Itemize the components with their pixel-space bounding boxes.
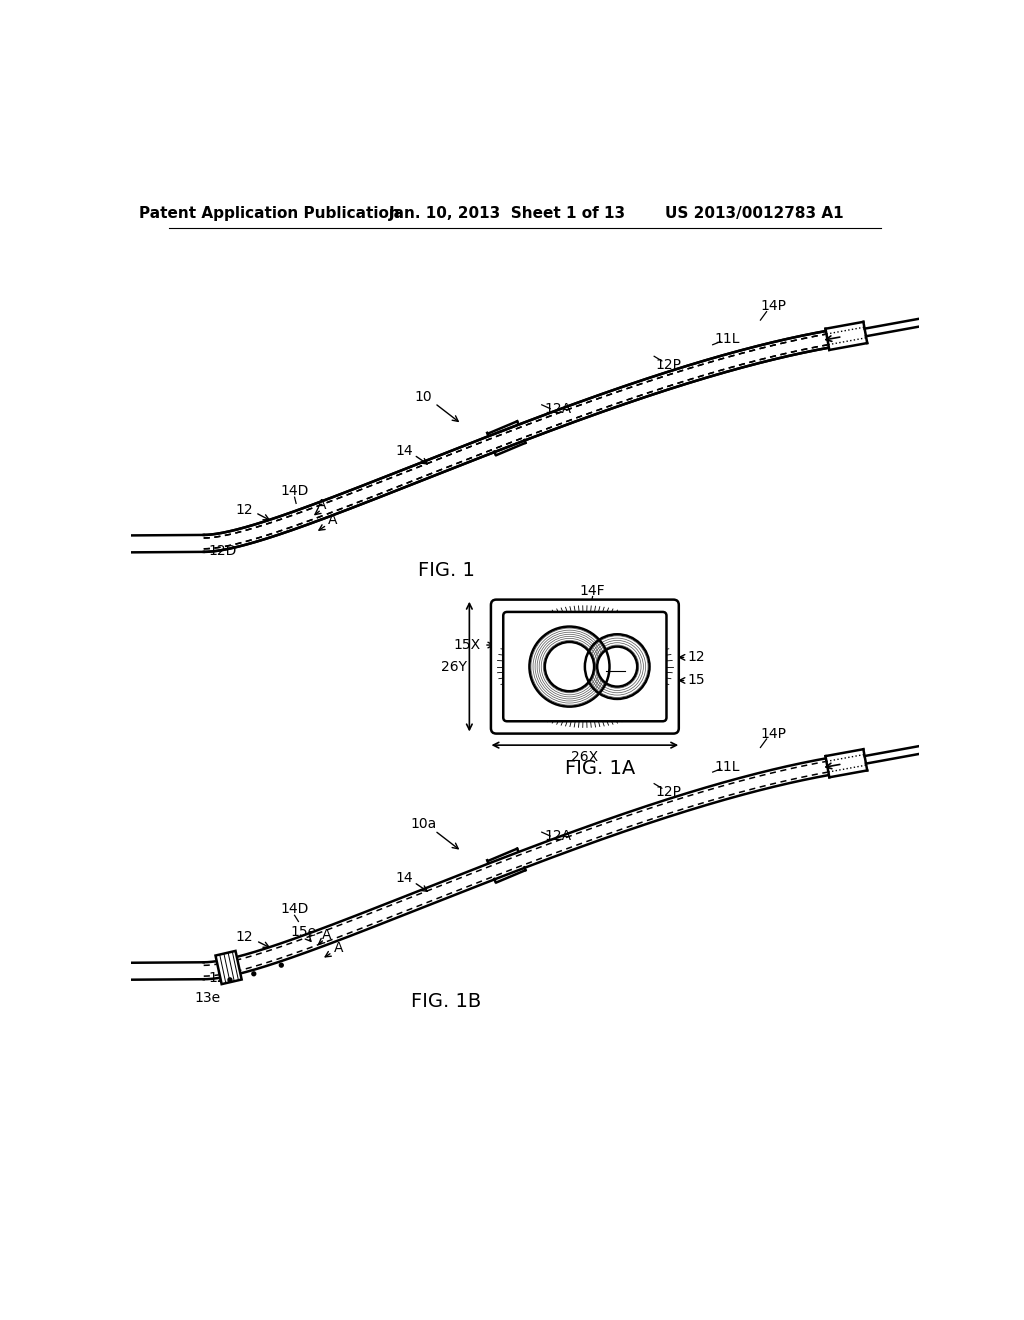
Text: 14P: 14P [761,300,786,313]
FancyBboxPatch shape [503,612,667,721]
Text: FIG. 1A: FIG. 1A [565,759,635,777]
Text: A: A [334,941,343,954]
Ellipse shape [931,743,936,752]
Circle shape [585,635,649,700]
Text: 10: 10 [415,391,432,404]
Text: A: A [316,498,327,512]
Text: Jan. 10, 2013  Sheet 1 of 13: Jan. 10, 2013 Sheet 1 of 13 [389,206,627,222]
Text: 14P: 14P [761,726,786,741]
Text: 12L: 12L [603,660,629,673]
Text: 15e: 15e [291,925,316,940]
Text: 12: 12 [236,929,253,944]
Text: 14D: 14D [281,484,309,498]
Ellipse shape [931,315,936,325]
Text: A: A [323,928,332,941]
Text: 14S: 14S [552,644,579,659]
Polygon shape [215,950,242,985]
Text: 14X: 14X [539,665,566,680]
Text: 26X: 26X [571,751,598,764]
Text: 15X: 15X [454,638,480,652]
Text: 10a: 10a [410,817,436,832]
Text: 11L: 11L [715,760,740,774]
Text: 12A: 12A [545,829,571,843]
Polygon shape [825,322,867,350]
Text: 14F: 14F [580,585,605,598]
Text: 12: 12 [236,503,253,516]
Ellipse shape [115,535,123,553]
Text: A: A [329,513,338,527]
Text: 12A: 12A [545,401,571,416]
Circle shape [252,972,256,975]
Circle shape [228,978,231,982]
Text: 12P: 12P [655,358,681,372]
Polygon shape [204,331,828,552]
Text: 14D: 14D [281,902,309,916]
Circle shape [597,647,637,686]
Text: FIG. 1: FIG. 1 [418,561,475,579]
Text: US 2013/0012783 A1: US 2013/0012783 A1 [665,206,844,222]
Circle shape [545,642,594,692]
Text: 13e: 13e [195,991,220,1005]
Text: 12P: 12P [655,785,681,799]
Polygon shape [204,759,828,979]
Text: 14T: 14T [558,665,584,680]
FancyBboxPatch shape [490,599,679,734]
Text: 15: 15 [688,673,706,688]
Text: 12D: 12D [209,972,238,986]
Circle shape [280,964,284,968]
Text: 14: 14 [395,444,413,458]
Text: 12: 12 [688,651,706,664]
Circle shape [529,627,609,706]
Polygon shape [825,750,867,777]
Text: 12D: 12D [209,544,238,558]
Text: 26Y: 26Y [441,660,467,673]
Text: 14: 14 [395,871,413,886]
Ellipse shape [115,962,123,981]
Text: FIG. 1B: FIG. 1B [411,993,481,1011]
Text: 11L: 11L [715,333,740,346]
Text: Patent Application Publication: Patent Application Publication [139,206,399,222]
